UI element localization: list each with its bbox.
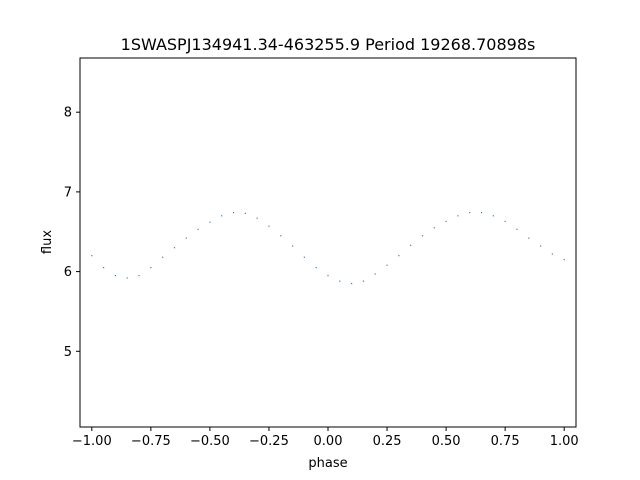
- y-tick-label: 7: [64, 185, 72, 200]
- x-axis-label: phase: [308, 456, 347, 471]
- data-point: [410, 244, 412, 246]
- data-point: [351, 282, 353, 285]
- data-point: [138, 274, 140, 277]
- data-point: [528, 237, 530, 239]
- data-point: [492, 215, 494, 217]
- data-point: [280, 235, 282, 237]
- x-tick-label: 0.75: [491, 434, 520, 449]
- data-point: [480, 212, 483, 214]
- data-point: [103, 267, 105, 269]
- x-tick-label: 0.25: [373, 434, 402, 449]
- data-point: [457, 215, 459, 217]
- y-tick-label: 5: [64, 345, 72, 360]
- data-point: [398, 255, 400, 257]
- y-axis-label: flux: [40, 230, 55, 254]
- data-point: [433, 227, 435, 229]
- data-point: [114, 274, 117, 277]
- data-point: [563, 259, 565, 261]
- y-axis: 5 6 7 8: [64, 106, 80, 360]
- data-point: [504, 220, 506, 222]
- data-point: [173, 247, 176, 249]
- x-tick-label: −1.00: [72, 434, 112, 449]
- x-tick-label: −0.50: [190, 434, 230, 449]
- data-point: [327, 274, 329, 277]
- data-point: [185, 237, 187, 239]
- y-tick-label: 8: [64, 106, 72, 121]
- data-point: [256, 217, 258, 219]
- x-axis: −1.00 −0.75 −0.50 −0.25 0.00 0.25 0.50 0.75 1.00: [72, 427, 579, 449]
- data-point: [362, 280, 365, 282]
- data-point: [162, 256, 164, 258]
- data-point: [421, 235, 424, 237]
- x-tick-label: −0.25: [249, 434, 289, 449]
- x-tick-label: −0.75: [131, 434, 171, 449]
- data-point: [221, 215, 223, 217]
- data-point: [469, 212, 471, 214]
- data-point: [445, 220, 447, 222]
- y-tick-label: 6: [64, 265, 72, 280]
- x-tick-label: 0.00: [314, 434, 343, 449]
- data-point: [386, 264, 388, 266]
- scatter-points: [91, 212, 565, 285]
- data-point: [303, 256, 305, 258]
- data-point: [539, 245, 542, 247]
- data-point: [374, 273, 376, 275]
- data-point: [91, 255, 93, 257]
- data-point: [197, 228, 199, 230]
- data-point: [150, 267, 152, 269]
- data-point: [126, 277, 128, 279]
- data-point: [315, 267, 317, 269]
- data-point: [291, 245, 294, 247]
- data-point: [244, 212, 246, 215]
- x-tick-label: 1.00: [550, 434, 579, 449]
- data-point: [268, 225, 270, 227]
- x-tick-label: 0.50: [432, 434, 461, 449]
- data-point: [551, 253, 553, 255]
- data-point: [516, 228, 518, 230]
- data-point: [209, 221, 211, 223]
- data-point: [339, 280, 341, 282]
- data-point: [232, 212, 235, 214]
- chart-title: 1SWASPJ134941.34-463255.9 Period 19268.7…: [121, 35, 536, 54]
